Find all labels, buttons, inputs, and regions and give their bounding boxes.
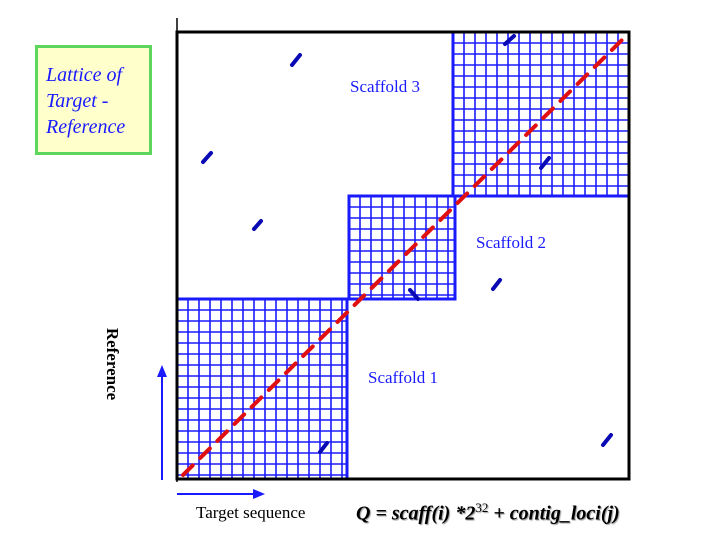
- diagonal-dash: [404, 242, 418, 256]
- target-axis-label: Target sequence: [196, 503, 306, 522]
- off-diagonal-dash: [252, 219, 263, 231]
- diagonal-dash: [369, 276, 384, 290]
- formula: Q = scaff(i) *232 + contig_loci(j): [356, 500, 620, 526]
- diagonal-dash: [352, 293, 367, 307]
- formula-part-b: + contig_loci(j): [488, 502, 620, 525]
- off-diagonal-hits: [201, 34, 613, 454]
- diagonal-dash: [318, 327, 332, 341]
- diagonal-dash: [472, 174, 487, 188]
- diagonal-dash: [575, 72, 590, 86]
- diagonal-dash: [421, 225, 435, 239]
- lattice-line-1: Lattice of: [46, 64, 123, 86]
- off-diagonal-dash: [491, 278, 502, 291]
- diagonal-dash: [198, 446, 212, 460]
- diagonal-dash: [283, 361, 298, 375]
- diagonal-dash: [301, 344, 315, 358]
- reference-axis-label: Reference: [103, 327, 122, 401]
- diagonal-dash: [249, 395, 264, 409]
- diagonal-dash: [489, 157, 504, 171]
- lattice-line-2: Target -: [46, 90, 109, 112]
- diagonal-dash: [558, 89, 573, 103]
- off-diagonal-dash: [201, 151, 213, 164]
- lattice-frame: [175, 30, 631, 481]
- x-axis-arrow: [177, 489, 265, 499]
- scaffold-1-label: Scaffold 1: [368, 368, 439, 387]
- off-diagonal-dash: [318, 441, 329, 454]
- scaffold-2-label: Scaffold 2: [476, 233, 547, 252]
- diagonal-dash: [524, 123, 538, 137]
- diagonal-dash: [541, 106, 555, 120]
- diagonal-dash: [215, 429, 229, 443]
- diagonal-alignment: [181, 38, 624, 477]
- scaffold-2-grid: [347, 194, 457, 301]
- diagonal-dash: [592, 55, 607, 69]
- diagonal-dash: [181, 463, 195, 477]
- diagonal-dash: [438, 208, 452, 222]
- formula-exponent: 32: [475, 500, 489, 515]
- lattice-line-3: Reference: [46, 116, 126, 138]
- diagonal-dash: [335, 310, 350, 324]
- diagonal-dash: [609, 38, 624, 52]
- diagonal-dash: [386, 259, 401, 273]
- off-diagonal-dash: [503, 34, 516, 46]
- off-diagonal-dash: [408, 288, 420, 301]
- formula-part-a: Q = scaff(i) *2: [356, 502, 476, 525]
- diagonal-dash: [232, 412, 247, 426]
- diagonal-dash: [266, 378, 281, 392]
- scaffold-3-label: Scaffold 3: [350, 77, 421, 96]
- diagonal-dash: [506, 140, 521, 154]
- diagonal-dash: [455, 191, 470, 205]
- lattice-legend-box: Lattice of Target - Reference: [35, 45, 152, 155]
- off-diagonal-dash: [539, 156, 551, 170]
- off-diagonal-dash: [601, 433, 613, 447]
- off-diagonal-dash: [290, 53, 302, 67]
- y-axis-arrow: [157, 365, 167, 480]
